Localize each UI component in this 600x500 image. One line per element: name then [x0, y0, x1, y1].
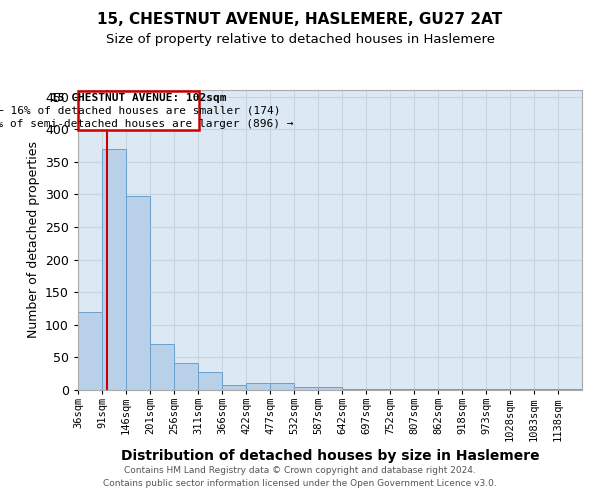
Bar [78, 312, 102, 390]
Bar [390, 388, 414, 390]
Bar [246, 384, 270, 390]
Bar [342, 388, 366, 390]
Y-axis label: Number of detached properties: Number of detached properties [26, 142, 40, 338]
Text: 15 CHESTNUT AVENUE: 102sqm: 15 CHESTNUT AVENUE: 102sqm [51, 93, 226, 103]
Bar [438, 388, 462, 390]
Text: Contains HM Land Registry data © Crown copyright and database right 2024.
Contai: Contains HM Land Registry data © Crown c… [103, 466, 497, 487]
Bar [270, 384, 294, 390]
Bar [534, 388, 558, 390]
Bar [294, 386, 318, 390]
Bar [126, 196, 150, 390]
Bar [414, 388, 438, 390]
Text: ← 16% of detached houses are smaller (174): ← 16% of detached houses are smaller (17… [0, 106, 280, 116]
Bar [558, 388, 582, 390]
Bar [78, 92, 199, 130]
Bar [462, 388, 486, 390]
Bar [318, 386, 342, 390]
Bar [198, 372, 222, 390]
X-axis label: Distribution of detached houses by size in Haslemere: Distribution of detached houses by size … [121, 449, 539, 463]
Text: 83% of semi-detached houses are larger (896) →: 83% of semi-detached houses are larger (… [0, 119, 294, 129]
Text: Size of property relative to detached houses in Haslemere: Size of property relative to detached ho… [106, 32, 494, 46]
Text: 15, CHESTNUT AVENUE, HASLEMERE, GU27 2AT: 15, CHESTNUT AVENUE, HASLEMERE, GU27 2AT [97, 12, 503, 28]
Bar [222, 385, 246, 390]
Bar [174, 362, 198, 390]
Bar [486, 388, 510, 390]
Bar [510, 388, 534, 390]
Bar [150, 344, 174, 390]
Bar [366, 388, 390, 390]
Bar [102, 148, 126, 390]
